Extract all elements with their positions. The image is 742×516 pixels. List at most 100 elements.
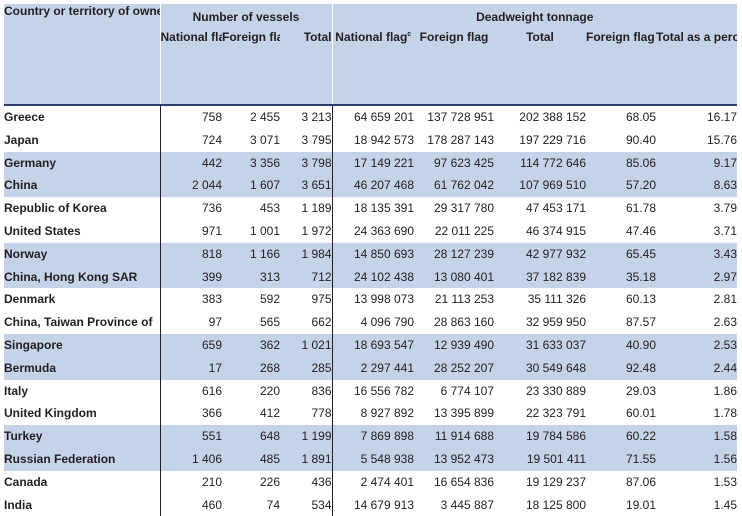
dwt-foreign-cell: 28 127 239 <box>414 242 494 266</box>
vessels-total-cell: 778 <box>311 406 332 421</box>
table-row: Denmark 383 592 975 13 998 073 21 113 253 35 1… <box>4 288 738 312</box>
vessels-national-cell: 17 <box>159 356 222 380</box>
vessels-national-cell: 442 <box>159 151 222 175</box>
vessels-total-cell: 1 972 <box>301 223 332 238</box>
world-percentage-cell: 3.79 <box>713 201 738 216</box>
foreign-percentage-cell: 57.20 <box>586 174 656 198</box>
vessels-national-cell: 366 <box>159 402 222 426</box>
world-percentage-cell: 1.86 <box>713 383 738 398</box>
vessels-total-cell: 436 <box>311 474 332 489</box>
foreign-percentage-cell: 60.22 <box>586 425 656 448</box>
foreign-percentage-cell: 87.57 <box>625 315 656 330</box>
dwt-total-cell: 42 977 932 <box>494 242 586 266</box>
country-cell: United Kingdom <box>4 406 97 421</box>
world-percentage-cell: 2.44 <box>656 356 738 380</box>
country-cell: China <box>4 174 160 198</box>
vessels-total-cell: 975 <box>311 292 332 307</box>
foreign-percentage-cell: 71.55 <box>586 447 656 471</box>
foreign-percentage-cell: 29.03 <box>625 383 656 398</box>
country-cell: Norway <box>4 242 160 266</box>
country-cell: Germany <box>4 151 160 175</box>
vessels-foreign-cell: 220 <box>259 383 280 398</box>
dwt-foreign-cell: 13 080 401 <box>414 265 494 289</box>
dwt-national-flag-header: National flagc <box>331 30 414 105</box>
vessels-foreign-cell: 1 001 <box>249 223 280 238</box>
table-row: Canada 210 226 436 2 474 401 16 654 836 19 129… <box>4 470 738 494</box>
vessels-total-cell: 3 795 <box>301 132 332 147</box>
vessels-foreign-cell: 3 356 <box>222 151 280 175</box>
dwt-total-cell: 19 784 586 <box>494 425 586 448</box>
dwt-total-cell: 31 633 037 <box>494 333 586 357</box>
vessels-total-cell: 1 021 <box>280 333 332 357</box>
dwt-total-cell: 114 772 646 <box>494 151 586 175</box>
vessels-foreign-cell: 2 455 <box>249 110 280 124</box>
vessels-total-cell: 1 984 <box>280 242 332 266</box>
foreign-percentage-cell: 19.01 <box>625 497 656 512</box>
world-percentage-header: Total as a percentage of world total, 1 … <box>656 30 738 105</box>
foreign-percentage-cell: 60.13 <box>625 292 656 307</box>
dwt-total-cell: 37 182 839 <box>494 265 586 289</box>
table-row: Greece 758 2 455 3 213 64 659 201 137 728 951… <box>4 105 737 129</box>
dwt-national-cell: 24 102 438 <box>331 265 414 289</box>
dwt-total-cell: 19 129 237 <box>525 474 586 489</box>
world-percentage-cell: 2.63 <box>713 315 738 330</box>
vessels-total-cell: 285 <box>280 356 332 380</box>
vessels-national-cell: 736 <box>159 197 222 220</box>
world-percentage-cell: 16.17 <box>707 110 738 124</box>
country-cell: United States <box>4 223 81 238</box>
vessels-national-cell: 210 <box>159 470 222 494</box>
dwt-foreign-cell: 29 317 780 <box>433 201 494 216</box>
dwt-total-cell: 22 323 791 <box>525 406 586 421</box>
table-row: India 460 74 534 14 679 913 3 445 887 18 125 8… <box>4 493 737 516</box>
dwt-total-cell: 32 959 950 <box>525 315 586 330</box>
world-percentage-cell: 1.58 <box>656 425 738 448</box>
world-percentage-cell: 1.53 <box>713 474 738 489</box>
vessels-national-cell: 971 <box>159 219 222 243</box>
dwt-total-cell: 202 388 152 <box>519 110 586 124</box>
dwt-foreign-cell: 97 623 425 <box>414 151 494 175</box>
dwt-national-cell: 5 548 938 <box>331 447 414 471</box>
foreign-percentage-cell: 68.05 <box>625 110 656 124</box>
vessels-national-cell: 724 <box>159 128 222 152</box>
world-percentage-cell: 3.71 <box>713 223 738 238</box>
dwt-foreign-cell: 22 011 225 <box>434 223 494 238</box>
table-row: China 2 044 1 607 3 651 46 207 468 61 762 042… <box>4 174 738 198</box>
vessels-national-flag-header: National flagc <box>159 30 222 105</box>
dwt-foreign-cell: 11 914 688 <box>414 425 494 448</box>
vessels-foreign-cell: 592 <box>259 292 280 307</box>
world-percentage-cell: 1.78 <box>713 406 738 421</box>
world-percentage-cell: 15.76 <box>707 132 738 147</box>
vessels-group-header: Number of vessels <box>159 4 332 30</box>
dwt-national-cell: 16 556 782 <box>331 379 414 403</box>
dwt-national-cell: 18 942 573 <box>331 128 414 152</box>
world-percentage-cell: 8.63 <box>656 174 738 198</box>
foreign-percentage-cell: 85.06 <box>586 151 656 175</box>
vessels-foreign-cell: 1 607 <box>222 174 280 198</box>
vessels-national-cell: 659 <box>159 333 222 357</box>
table-row: Turkey 551 648 1 199 7 869 898 11 914 688 19 7… <box>4 425 738 448</box>
vessels-national-cell: 2 044 <box>159 174 222 198</box>
dwt-national-cell: 2 297 441 <box>331 356 414 380</box>
vessels-total-cell: 3 798 <box>280 151 332 175</box>
table-row: United Kingdom 366 412 778 8 927 892 13 395 8… <box>4 402 738 426</box>
vessels-foreign-cell: 485 <box>222 447 280 471</box>
country-cell: Denmark <box>4 292 56 307</box>
deadweight-group-header: Deadweight tonnage <box>331 4 738 30</box>
dwt-national-cell: 64 659 201 <box>331 105 414 129</box>
dwt-national-cell: 4 096 790 <box>331 311 414 334</box>
dwt-national-cell: 18 135 391 <box>331 197 414 220</box>
dwt-total-cell: 30 549 648 <box>494 356 586 380</box>
dwt-foreign-cell: 21 113 253 <box>434 292 494 307</box>
country-cell: China, Hong Kong SAR <box>4 265 160 289</box>
world-percentage-cell: 2.81 <box>713 292 738 307</box>
dwt-national-cell: 17 149 221 <box>331 151 414 175</box>
country-cell: Turkey <box>4 425 160 448</box>
vessels-national-cell: 399 <box>159 265 222 289</box>
world-percentage-cell: 9.17 <box>656 151 738 175</box>
vessels-foreign-cell: 565 <box>259 315 280 330</box>
foreign-percentage-header: Foreign flag as a percentage of total <box>586 30 656 105</box>
table-row: Japan 724 3 071 3 795 18 942 573 178 287 143 1… <box>4 128 738 152</box>
vessels-total-cell: 3 213 <box>301 110 332 124</box>
world-percentage-cell: 2.53 <box>656 333 738 357</box>
table-row: Russian Federation 1 406 485 1 891 5 548 938… <box>4 447 738 471</box>
